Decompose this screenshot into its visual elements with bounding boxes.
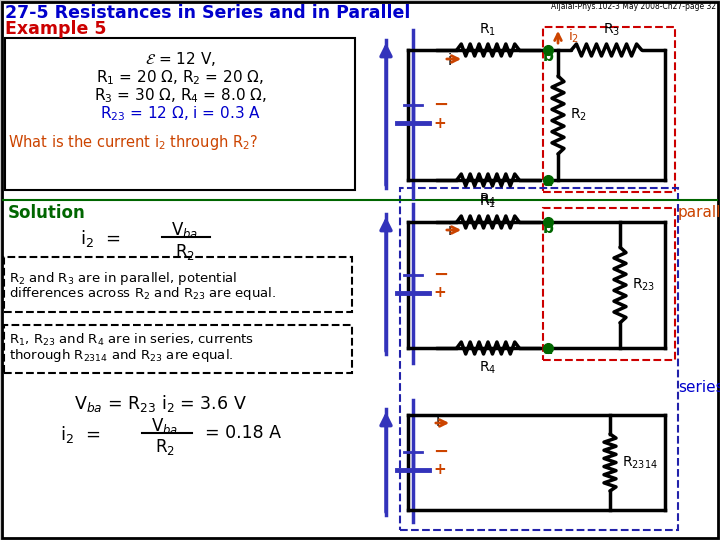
Text: R$_2$ and R$_3$ are in parallel, potential: R$_2$ and R$_3$ are in parallel, potenti… [9, 270, 238, 287]
Bar [400, 188, 678, 530]
Text: +: + [433, 462, 446, 477]
Text: R$_1$, R$_{23}$ and R$_4$ are in series, currents: R$_1$, R$_{23}$ and R$_4$ are in series,… [9, 332, 254, 348]
Text: i$_2$  =: i$_2$ = [80, 228, 120, 249]
Text: R$_3$: R$_3$ [603, 22, 620, 38]
Bar [543, 208, 675, 360]
Text: b: b [543, 221, 554, 236]
Text: R$_{2314}$: R$_{2314}$ [622, 454, 658, 471]
Text: R$_1$ = 20 $\Omega$, R$_2$ = 20 $\Omega$,: R$_1$ = 20 $\Omega$, R$_2$ = 20 $\Omega$… [96, 68, 264, 87]
Text: 27-5 Resistances in Series and in Parallel: 27-5 Resistances in Series and in Parall… [5, 4, 410, 22]
Text: differences across R$_2$ and R$_{23}$ are equal.: differences across R$_2$ and R$_{23}$ ar… [9, 285, 276, 302]
Bar [4, 257, 352, 312]
Text: V$_{ba}$: V$_{ba}$ [171, 220, 199, 240]
Text: R$_{23}$: R$_{23}$ [632, 277, 655, 293]
Text: = 0.18 A: = 0.18 A [205, 424, 281, 442]
Text: R$_4$: R$_4$ [480, 360, 497, 376]
Text: i$_2$  =: i$_2$ = [60, 424, 100, 445]
Text: i: i [448, 223, 452, 238]
Text: −: − [433, 266, 448, 284]
Text: V$_{ba}$ = R$_{23}$ i$_2$ = 3.6 V: V$_{ba}$ = R$_{23}$ i$_2$ = 3.6 V [73, 393, 246, 414]
Text: What is the current i$_2$ through R$_2$?: What is the current i$_2$ through R$_2$? [8, 133, 258, 152]
Bar [543, 27, 675, 192]
Text: −: − [433, 96, 448, 114]
Text: Example 5: Example 5 [5, 20, 107, 38]
Bar [4, 325, 352, 373]
Text: $\mathcal{E}$ = 12 V,: $\mathcal{E}$ = 12 V, [145, 50, 215, 68]
Text: Solution: Solution [8, 204, 86, 222]
Text: a: a [543, 174, 553, 189]
Text: R$_1$: R$_1$ [480, 22, 497, 38]
Text: −: − [433, 443, 448, 461]
Text: R$_2$: R$_2$ [175, 242, 195, 262]
Text: +: + [433, 116, 446, 131]
Text: R$_3$ = 30 $\Omega$, R$_4$ = 8.0 $\Omega$,: R$_3$ = 30 $\Omega$, R$_4$ = 8.0 $\Omega… [94, 86, 266, 105]
Text: R$_2$: R$_2$ [155, 437, 175, 457]
Text: i: i [448, 53, 452, 68]
Text: V$_{ba}$: V$_{ba}$ [151, 416, 179, 436]
Text: R$_4$: R$_4$ [480, 192, 497, 208]
Text: series: series [678, 380, 720, 395]
Text: +: + [433, 285, 446, 300]
Text: parallel: parallel [678, 205, 720, 220]
Text: i: i [436, 414, 440, 429]
Text: i$_2$: i$_2$ [568, 28, 579, 45]
Text: thorough R$_{2314}$ and R$_{23}$ are equal.: thorough R$_{2314}$ and R$_{23}$ are equ… [9, 347, 233, 364]
Text: R$_2$: R$_2$ [570, 107, 587, 123]
Bar [5, 38, 355, 190]
Text: R$_1$: R$_1$ [480, 194, 497, 210]
Text: b: b [543, 49, 554, 64]
Text: R$_{23}$ = 12 $\Omega$, i = 0.3 A: R$_{23}$ = 12 $\Omega$, i = 0.3 A [99, 104, 261, 123]
Text: a: a [543, 342, 553, 357]
Text: Aljalal-Phys.102-3 May 2008-Ch27-page 32: Aljalal-Phys.102-3 May 2008-Ch27-page 32 [551, 2, 716, 11]
